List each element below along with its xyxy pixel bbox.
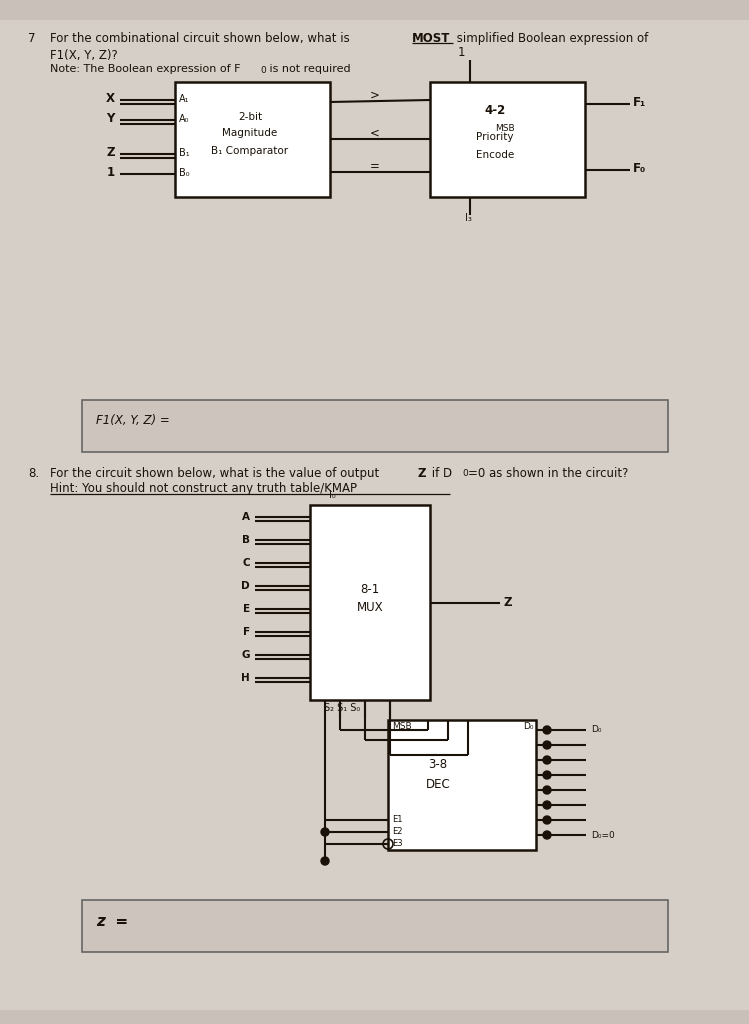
Text: E1: E1 [392,815,402,824]
Circle shape [543,831,551,839]
Text: I₃: I₃ [464,213,471,223]
Text: F₁: F₁ [633,96,646,110]
Text: I₀: I₀ [329,490,336,500]
Text: MUX: MUX [357,601,383,614]
Text: E2: E2 [392,827,402,837]
Text: H: H [241,673,250,683]
Text: For the combinational circuit shown below, what is: For the combinational circuit shown belo… [50,32,354,45]
Text: E3: E3 [392,840,403,849]
Text: F1(X, Y, Z)?: F1(X, Y, Z)? [50,49,118,62]
Bar [430,82,585,197]
Text: 8.: 8. [28,467,39,480]
Text: F1(X, Y, Z) =: F1(X, Y, Z) = [96,414,170,427]
Circle shape [543,771,551,779]
Text: 3-8: 3-8 [428,758,448,771]
Text: 4-2: 4-2 [485,104,506,117]
Text: B₀: B₀ [179,168,189,178]
Text: D₀: D₀ [591,725,601,734]
Text: D₀=0: D₀=0 [591,830,615,840]
Circle shape [321,828,329,836]
Text: 7: 7 [28,32,35,45]
Text: =: = [370,160,380,173]
Bar [175,82,330,197]
Text: A₀: A₀ [179,114,189,124]
Text: A: A [242,512,250,522]
Text: G: G [241,650,250,660]
Text: is not required: is not required [266,63,351,74]
Text: D₀: D₀ [524,722,534,731]
Circle shape [543,786,551,794]
Circle shape [543,726,551,734]
Text: 1: 1 [458,46,465,59]
Text: Z: Z [504,597,512,609]
Text: F₀: F₀ [633,163,646,175]
Text: MSB: MSB [495,124,515,133]
Text: 0: 0 [260,66,266,75]
Text: A₁: A₁ [179,94,189,104]
Text: =0 as shown in the circuit?: =0 as shown in the circuit? [468,467,628,480]
Text: Encode: Encode [476,150,514,160]
Text: 1: 1 [107,167,115,179]
Text: Z: Z [106,146,115,160]
Text: C: C [243,558,250,568]
Circle shape [543,801,551,809]
Text: simplified Boolean expression of: simplified Boolean expression of [453,32,648,45]
Text: S₂ S₁ S₀: S₂ S₁ S₀ [324,703,360,713]
Text: 8-1: 8-1 [360,583,380,596]
Text: DEC: DEC [425,778,450,791]
Text: X: X [106,92,115,105]
Text: B: B [242,535,250,545]
Text: 2-bit: 2-bit [238,112,262,122]
Text: z  =: z = [96,914,128,929]
Text: Magnitude: Magnitude [222,128,278,138]
Text: <: < [370,127,380,140]
Bar [82,400,668,452]
Text: MOST: MOST [412,32,450,45]
Text: Note: The Boolean expression of F: Note: The Boolean expression of F [50,63,240,74]
Text: Priority: Priority [476,132,514,142]
Bar [310,505,430,700]
Bar [388,720,536,850]
Text: For the circuit shown below, what is the value of output: For the circuit shown below, what is the… [50,467,383,480]
Text: F: F [243,627,250,637]
Text: B₁: B₁ [179,148,189,158]
Circle shape [543,741,551,749]
Text: if D: if D [428,467,452,480]
Text: B₁ Comparator: B₁ Comparator [211,146,288,156]
Circle shape [543,816,551,824]
Text: MSB: MSB [392,722,412,731]
Text: E: E [243,604,250,614]
Text: Hint: You should not construct any truth table/KMAP: Hint: You should not construct any truth… [50,482,357,495]
Circle shape [321,857,329,865]
Text: >: > [370,89,380,102]
Text: Z: Z [418,467,426,480]
Text: 0: 0 [462,469,467,478]
Bar [82,900,668,952]
Circle shape [543,756,551,764]
Text: Y: Y [106,113,115,126]
Text: D: D [241,581,250,591]
